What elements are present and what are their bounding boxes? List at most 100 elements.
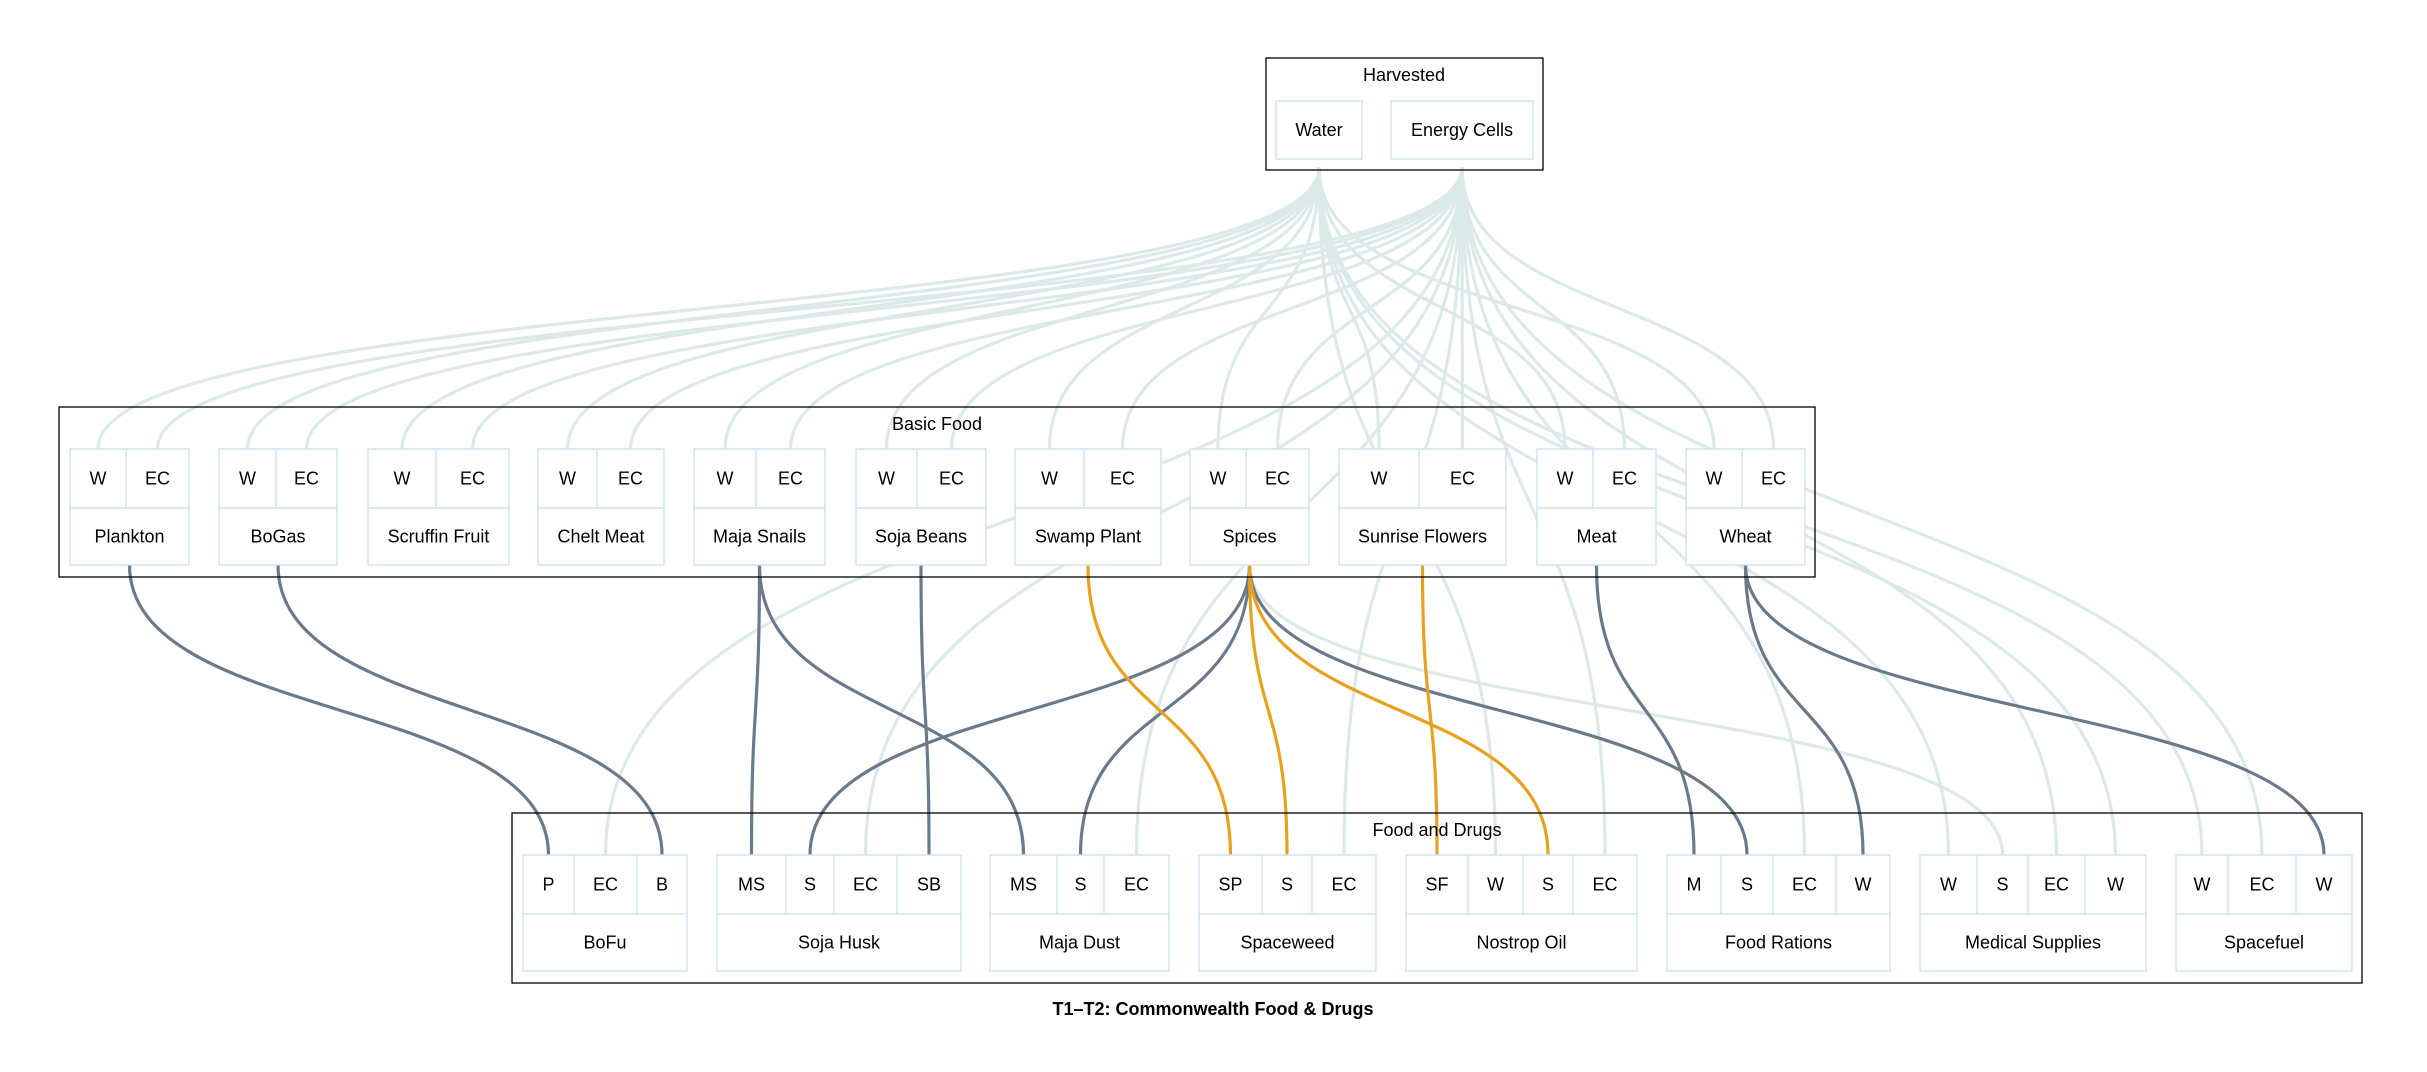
node-box — [1014, 448, 1162, 566]
edge-energy-cells-to-soja-beans — [949, 166, 1464, 450]
edge-energy-cells-to-scruffin-fruit — [470, 166, 1464, 450]
node-food-rations: M S EC W Food Rations — [1666, 854, 1891, 972]
node-label: Spaceweed — [1240, 933, 1334, 953]
port-label: W — [90, 469, 107, 489]
node-label: Soja Husk — [798, 933, 881, 953]
node-sunrise-flowers: W EC Sunrise Flowers — [1338, 448, 1507, 566]
port-label: EC — [1450, 469, 1475, 489]
node-label: Food Rations — [1725, 933, 1832, 953]
edge-water-to-bogas — [245, 166, 1321, 450]
edge-meat-to-food-rations — [1594, 564, 1696, 856]
node-chelt-meat: W EC Chelt Meat — [537, 448, 665, 566]
node-box — [716, 854, 962, 972]
node-label: Sunrise Flowers — [1358, 527, 1487, 547]
port-label: EC — [1124, 875, 1149, 895]
node-label: BoGas — [250, 527, 305, 547]
edge-wheat-to-food-rations — [1743, 564, 1865, 856]
node-label: Nostrop Oil — [1476, 933, 1566, 953]
edge-spices-to-medical-supplies — [1247, 564, 2005, 856]
edge-spices-to-nostrop-oil — [1247, 564, 1550, 856]
port-label: EC — [778, 469, 803, 489]
edge-energy-cells-to-bogas — [304, 166, 1464, 450]
port-label: W — [1371, 469, 1388, 489]
node-spaceweed: SP S EC Spaceweed — [1198, 854, 1377, 972]
port-label: EC — [1110, 469, 1135, 489]
port-label: EC — [1265, 469, 1290, 489]
node-label: Swamp Plant — [1035, 527, 1141, 547]
node-box — [1685, 448, 1806, 566]
node-label: Energy Cells — [1411, 120, 1513, 140]
node-box — [367, 448, 510, 566]
port-label: EC — [1592, 875, 1617, 895]
port-label: EC — [593, 875, 618, 895]
node-box — [989, 854, 1170, 972]
port-label: W — [2316, 875, 2333, 895]
edge-bogas-to-bofu — [276, 564, 664, 856]
node-box — [1390, 100, 1534, 160]
edge-water-to-scruffin-fruit — [400, 166, 1321, 450]
port-label: EC — [2249, 875, 2274, 895]
node-box — [1198, 854, 1377, 972]
edge-maja-snails-to-maja-dust — [757, 564, 1026, 856]
node-label: Plankton — [94, 527, 164, 547]
port-label: MS — [738, 875, 765, 895]
node-label: Water — [1295, 120, 1342, 140]
port-label: S — [1542, 875, 1554, 895]
port-label: W — [1210, 469, 1227, 489]
port-label: W — [1487, 875, 1504, 895]
node-scruffin-fruit: W EC Scruffin Fruit — [367, 448, 510, 566]
cluster-harvested — [1265, 57, 1544, 171]
node-bofu: P EC B BoFu — [522, 854, 688, 972]
port-label: SP — [1218, 875, 1242, 895]
edge-maja-snails-to-soja-husk — [749, 564, 762, 856]
edge-water-to-wheat — [1317, 166, 1716, 450]
port-label: S — [1074, 875, 1086, 895]
port-label: EC — [145, 469, 170, 489]
node-bogas: W EC BoGas — [218, 448, 338, 566]
node-label: Soja Beans — [875, 527, 967, 547]
node-box — [218, 448, 338, 566]
edge-energy-cells-to-wheat — [1460, 166, 1776, 450]
port-label: W — [1706, 469, 1723, 489]
node-box — [693, 448, 826, 566]
port-label: EC — [460, 469, 485, 489]
edge-water-to-maja-snails — [723, 166, 1321, 450]
node-box — [2175, 854, 2353, 972]
node-box — [1666, 854, 1891, 972]
port-label: B — [656, 875, 668, 895]
edge-water-to-swamp-plant — [1047, 166, 1321, 450]
node-box — [1919, 854, 2147, 972]
node-maja-dust: MS S EC Maja Dust — [989, 854, 1170, 972]
node-water: Water — [1275, 100, 1363, 160]
node-maja-snails: W EC Maja Snails — [693, 448, 826, 566]
node-label: Scruffin Fruit — [388, 527, 490, 547]
edge-water-to-chelt-meat — [565, 166, 1321, 450]
node-meat: W EC Meat — [1536, 448, 1657, 566]
diagram-title: T1–T2: Commonwealth Food & Drugs — [1052, 999, 1373, 1019]
cluster-food-and-drugs-label: Food and Drugs — [1372, 820, 1501, 840]
node-label: Maja Snails — [713, 527, 806, 547]
node-wheat: W EC Wheat — [1685, 448, 1806, 566]
edge-spices-to-food-rations — [1247, 564, 1749, 856]
port-label: EC — [1612, 469, 1637, 489]
port-label: W — [2194, 875, 2211, 895]
port-label: W — [2107, 875, 2124, 895]
edge-plankton-to-bofu — [127, 564, 551, 856]
node-label: BoFu — [583, 933, 626, 953]
node-label: Wheat — [1719, 527, 1771, 547]
node-box — [1275, 100, 1363, 160]
port-label: W — [559, 469, 576, 489]
node-energy-cells: Energy Cells — [1390, 100, 1534, 160]
node-label: Meat — [1576, 527, 1616, 547]
edge-water-to-plankton — [96, 166, 1321, 450]
edge-energy-cells-to-nostrop-oil — [1460, 166, 1607, 856]
cluster-basic-food-label: Basic Food — [892, 414, 982, 434]
node-plankton: W EC Plankton — [69, 448, 190, 566]
port-label: P — [542, 875, 554, 895]
edge-energy-cells-to-maja-snails — [788, 166, 1464, 450]
port-label: EC — [2044, 875, 2069, 895]
edge-energy-cells-to-swamp-plant — [1120, 166, 1464, 450]
port-label: S — [1281, 875, 1293, 895]
